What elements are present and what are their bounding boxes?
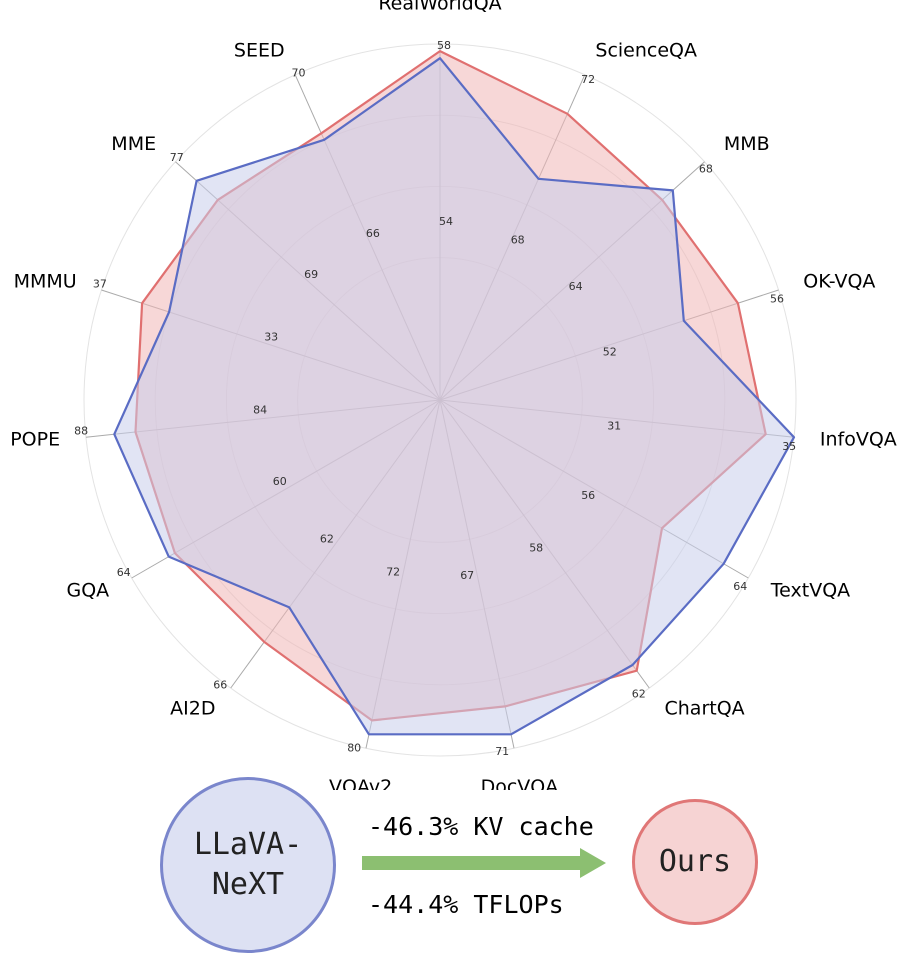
axis-label-0: RealWorldQA (378, 0, 501, 15)
ours-label: Ours (658, 844, 732, 879)
tick-inner-5: 56 (581, 489, 595, 502)
axis-label-13: MME (111, 133, 156, 155)
baseline-label: LLaVA- NeXT (183, 825, 313, 905)
tick-inner-12: 33 (264, 330, 278, 343)
radar-chart: 5458RealWorldQA6872ScienceQA6468MMB5256O… (10, 0, 897, 790)
tick-inner-10: 60 (273, 475, 287, 488)
tick-inner-8: 72 (386, 565, 400, 578)
ours-circle: Ours (632, 799, 758, 925)
axis-label-2: MMB (724, 133, 770, 155)
axis-label-4: InfoVQA (820, 428, 897, 450)
tick-outer-4: 35 (782, 440, 796, 453)
tick-outer-0: 58 (437, 39, 451, 52)
tick-inner-9: 62 (320, 532, 334, 545)
baseline-label-line1: LLaVA- (193, 827, 303, 862)
tick-outer-6: 62 (632, 688, 646, 701)
tick-inner-13: 69 (304, 268, 318, 281)
axis-label-1: ScienceQA (595, 40, 697, 62)
axis-label-9: AI2D (170, 698, 215, 720)
tick-outer-12: 37 (93, 277, 107, 290)
axis-label-3: OK-VQA (803, 271, 875, 293)
tick-inner-6: 58 (529, 542, 543, 555)
series-0-area (113, 57, 796, 736)
axis-label-14: SEED (234, 40, 285, 62)
axis-label-10: GQA (67, 580, 110, 602)
tick-inner-0: 54 (439, 215, 453, 228)
kv-cache-note: -46.3% KV cache (368, 812, 594, 841)
tick-outer-13: 77 (170, 151, 184, 164)
tick-outer-1: 72 (581, 73, 595, 86)
tick-inner-2: 64 (569, 280, 583, 293)
axis-label-5: TextVQA (770, 580, 850, 602)
arrow-right-icon (362, 848, 612, 878)
tick-outer-14: 70 (292, 67, 306, 80)
tick-inner-4: 31 (607, 420, 621, 433)
tick-outer-11: 88 (74, 424, 88, 437)
tick-outer-8: 80 (347, 742, 361, 755)
tick-inner-1: 68 (511, 234, 525, 247)
axis-label-11: POPE (10, 428, 60, 450)
axis-label-8: VQAv2 (329, 776, 392, 790)
tick-inner-3: 52 (603, 346, 617, 359)
baseline-circle: LLaVA- NeXT (160, 777, 336, 953)
axis-label-6: ChartQA (665, 698, 745, 720)
tick-inner-14: 66 (366, 227, 380, 240)
tflops-note: -44.4% TFLOPs (368, 890, 564, 919)
tick-outer-7: 71 (495, 745, 509, 758)
tick-outer-10: 64 (117, 566, 131, 579)
tick-inner-7: 67 (460, 569, 474, 582)
baseline-label-line2: NeXT (211, 867, 285, 902)
tick-outer-5: 64 (733, 580, 747, 593)
tick-outer-2: 68 (699, 163, 713, 176)
tick-outer-3: 56 (770, 293, 784, 306)
axis-label-7: DocVQA (481, 776, 559, 790)
tick-outer-9: 66 (213, 678, 227, 691)
axis-label-12: MMMU (14, 271, 77, 293)
tick-inner-11: 84 (253, 404, 267, 417)
